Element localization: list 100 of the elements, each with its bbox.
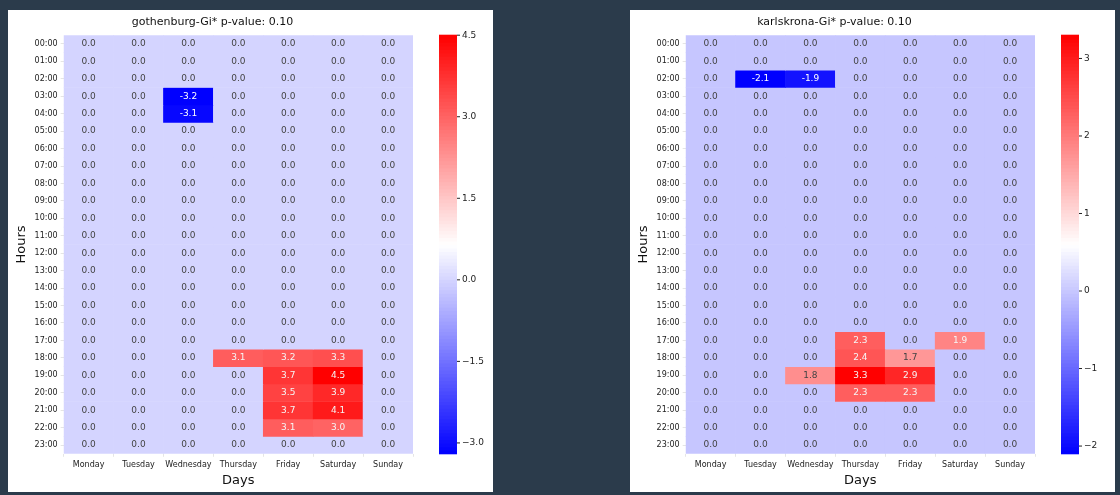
data-label: 0.0 [81,160,97,171]
data-label: 0.0 [281,38,296,49]
data-label: 0.0 [380,369,396,380]
data-label: 3.7 [281,369,296,380]
data-label: 0.0 [1002,439,1018,450]
data-label: 0.0 [753,55,768,66]
data-label: 0.0 [753,352,768,363]
data-label: 0.0 [81,38,97,49]
y-tick-label: 03:00 [34,91,58,101]
y-tick-label: 14:00 [656,283,680,293]
y-tick-label: 10:00 [656,213,680,223]
y-tick-label: 05:00 [34,126,58,136]
y-tick-label: 19:00 [656,370,680,380]
data-label: 0.0 [330,212,346,223]
data-label: 0.0 [181,352,196,363]
data-label: 0.0 [903,247,918,258]
data-label: 0.0 [330,125,346,136]
data-label: 0.0 [903,282,918,293]
data-label: 0.0 [1002,230,1018,241]
data-label: 0.0 [131,317,146,328]
data-label: 0.0 [380,387,396,398]
data-label: -1.9 [801,73,820,84]
data-label: 0.0 [753,195,768,206]
data-label: 0.0 [1002,247,1018,258]
data-label: 0.0 [853,212,868,223]
data-label: 0.0 [853,421,868,432]
data-label: 0.0 [853,160,868,171]
data-label: 0.0 [81,108,97,119]
data-label: 0.0 [380,282,396,293]
y-tick-label: 22:00 [656,422,680,432]
data-label: 0.0 [281,55,296,66]
data-label: 0.0 [853,38,868,49]
data-label: 0.0 [281,142,296,153]
data-label: 0.0 [330,142,346,153]
x-tick-label: Saturday [942,459,979,469]
y-tick-label: 23:00 [34,440,58,450]
data-label: 0.0 [803,421,818,432]
data-label: 0.0 [181,195,196,206]
y-tick-label: 12:00 [34,248,58,258]
data-label: 0.0 [181,38,196,49]
data-label: 0.0 [952,55,968,66]
data-label: 0.0 [131,369,146,380]
data-label: 0.0 [81,142,97,153]
data-label: 0.0 [231,125,246,136]
data-label: 0.0 [1002,317,1018,328]
y-tick-label: 17:00 [34,335,58,345]
chart-title: gothenburg-Gi* p-value: 0.10 [131,15,294,29]
data-label: 0.0 [81,317,97,328]
data-label: 0.0 [1002,212,1018,223]
data-label: 0.0 [853,404,868,415]
data-label: 0.0 [380,177,396,188]
y-tick-label: 17:00 [656,335,680,345]
data-label: 0.0 [380,334,396,345]
data-label: 0.0 [181,282,196,293]
data-label: 0.0 [703,265,719,276]
data-label: 0.0 [131,73,146,84]
data-label: 0.0 [703,439,719,450]
data-label: 0.0 [131,387,146,398]
data-label: 0.0 [703,90,719,101]
data-label: 0.0 [330,160,346,171]
y-tick-label: 03:00 [656,91,680,101]
y-tick-label: 08:00 [34,178,58,188]
data-label: 0.0 [81,230,97,241]
data-label: 3.2 [281,352,296,363]
data-label: 0.0 [81,334,97,345]
data-label: 0.0 [853,55,868,66]
data-label: 0.0 [753,90,768,101]
y-tick-label: 02:00 [656,73,680,83]
data-label: 0.0 [131,108,146,119]
data-label: 3.7 [281,404,296,415]
data-label: 0.0 [330,195,346,206]
data-label: 0.0 [753,282,768,293]
y-tick-label: 11:00 [656,230,680,240]
data-label: 0.0 [380,125,396,136]
data-label: -2.1 [751,73,770,84]
data-label: 0.0 [380,55,396,66]
data-label: 0.0 [1002,142,1018,153]
data-label: 0.0 [803,230,818,241]
data-label: 0.0 [330,108,346,119]
data-label: 0.0 [1002,195,1018,206]
data-label: 0.0 [753,334,768,345]
data-label: 0.0 [903,230,918,241]
data-label: 0.0 [181,160,196,171]
data-label: 0.0 [952,387,968,398]
data-label: 0.0 [703,299,719,310]
data-label: 0.0 [380,404,396,415]
data-label: 0.0 [952,404,968,415]
color-bar-label: 1 [1084,207,1090,218]
y-tick-label: 11:00 [34,230,58,240]
data-label: 0.0 [952,73,968,84]
data-label: 0.0 [753,404,768,415]
data-label: 0.0 [1002,352,1018,363]
y-tick-label: 07:00 [34,161,58,171]
x-tick-label: Sunday [373,459,404,469]
data-label: 0.0 [231,90,246,101]
data-label: 0.0 [952,108,968,119]
data-label: 0.0 [131,125,146,136]
y-tick-label: 04:00 [656,108,680,118]
data-label: 0.0 [903,404,918,415]
data-label: 0.0 [131,55,146,66]
